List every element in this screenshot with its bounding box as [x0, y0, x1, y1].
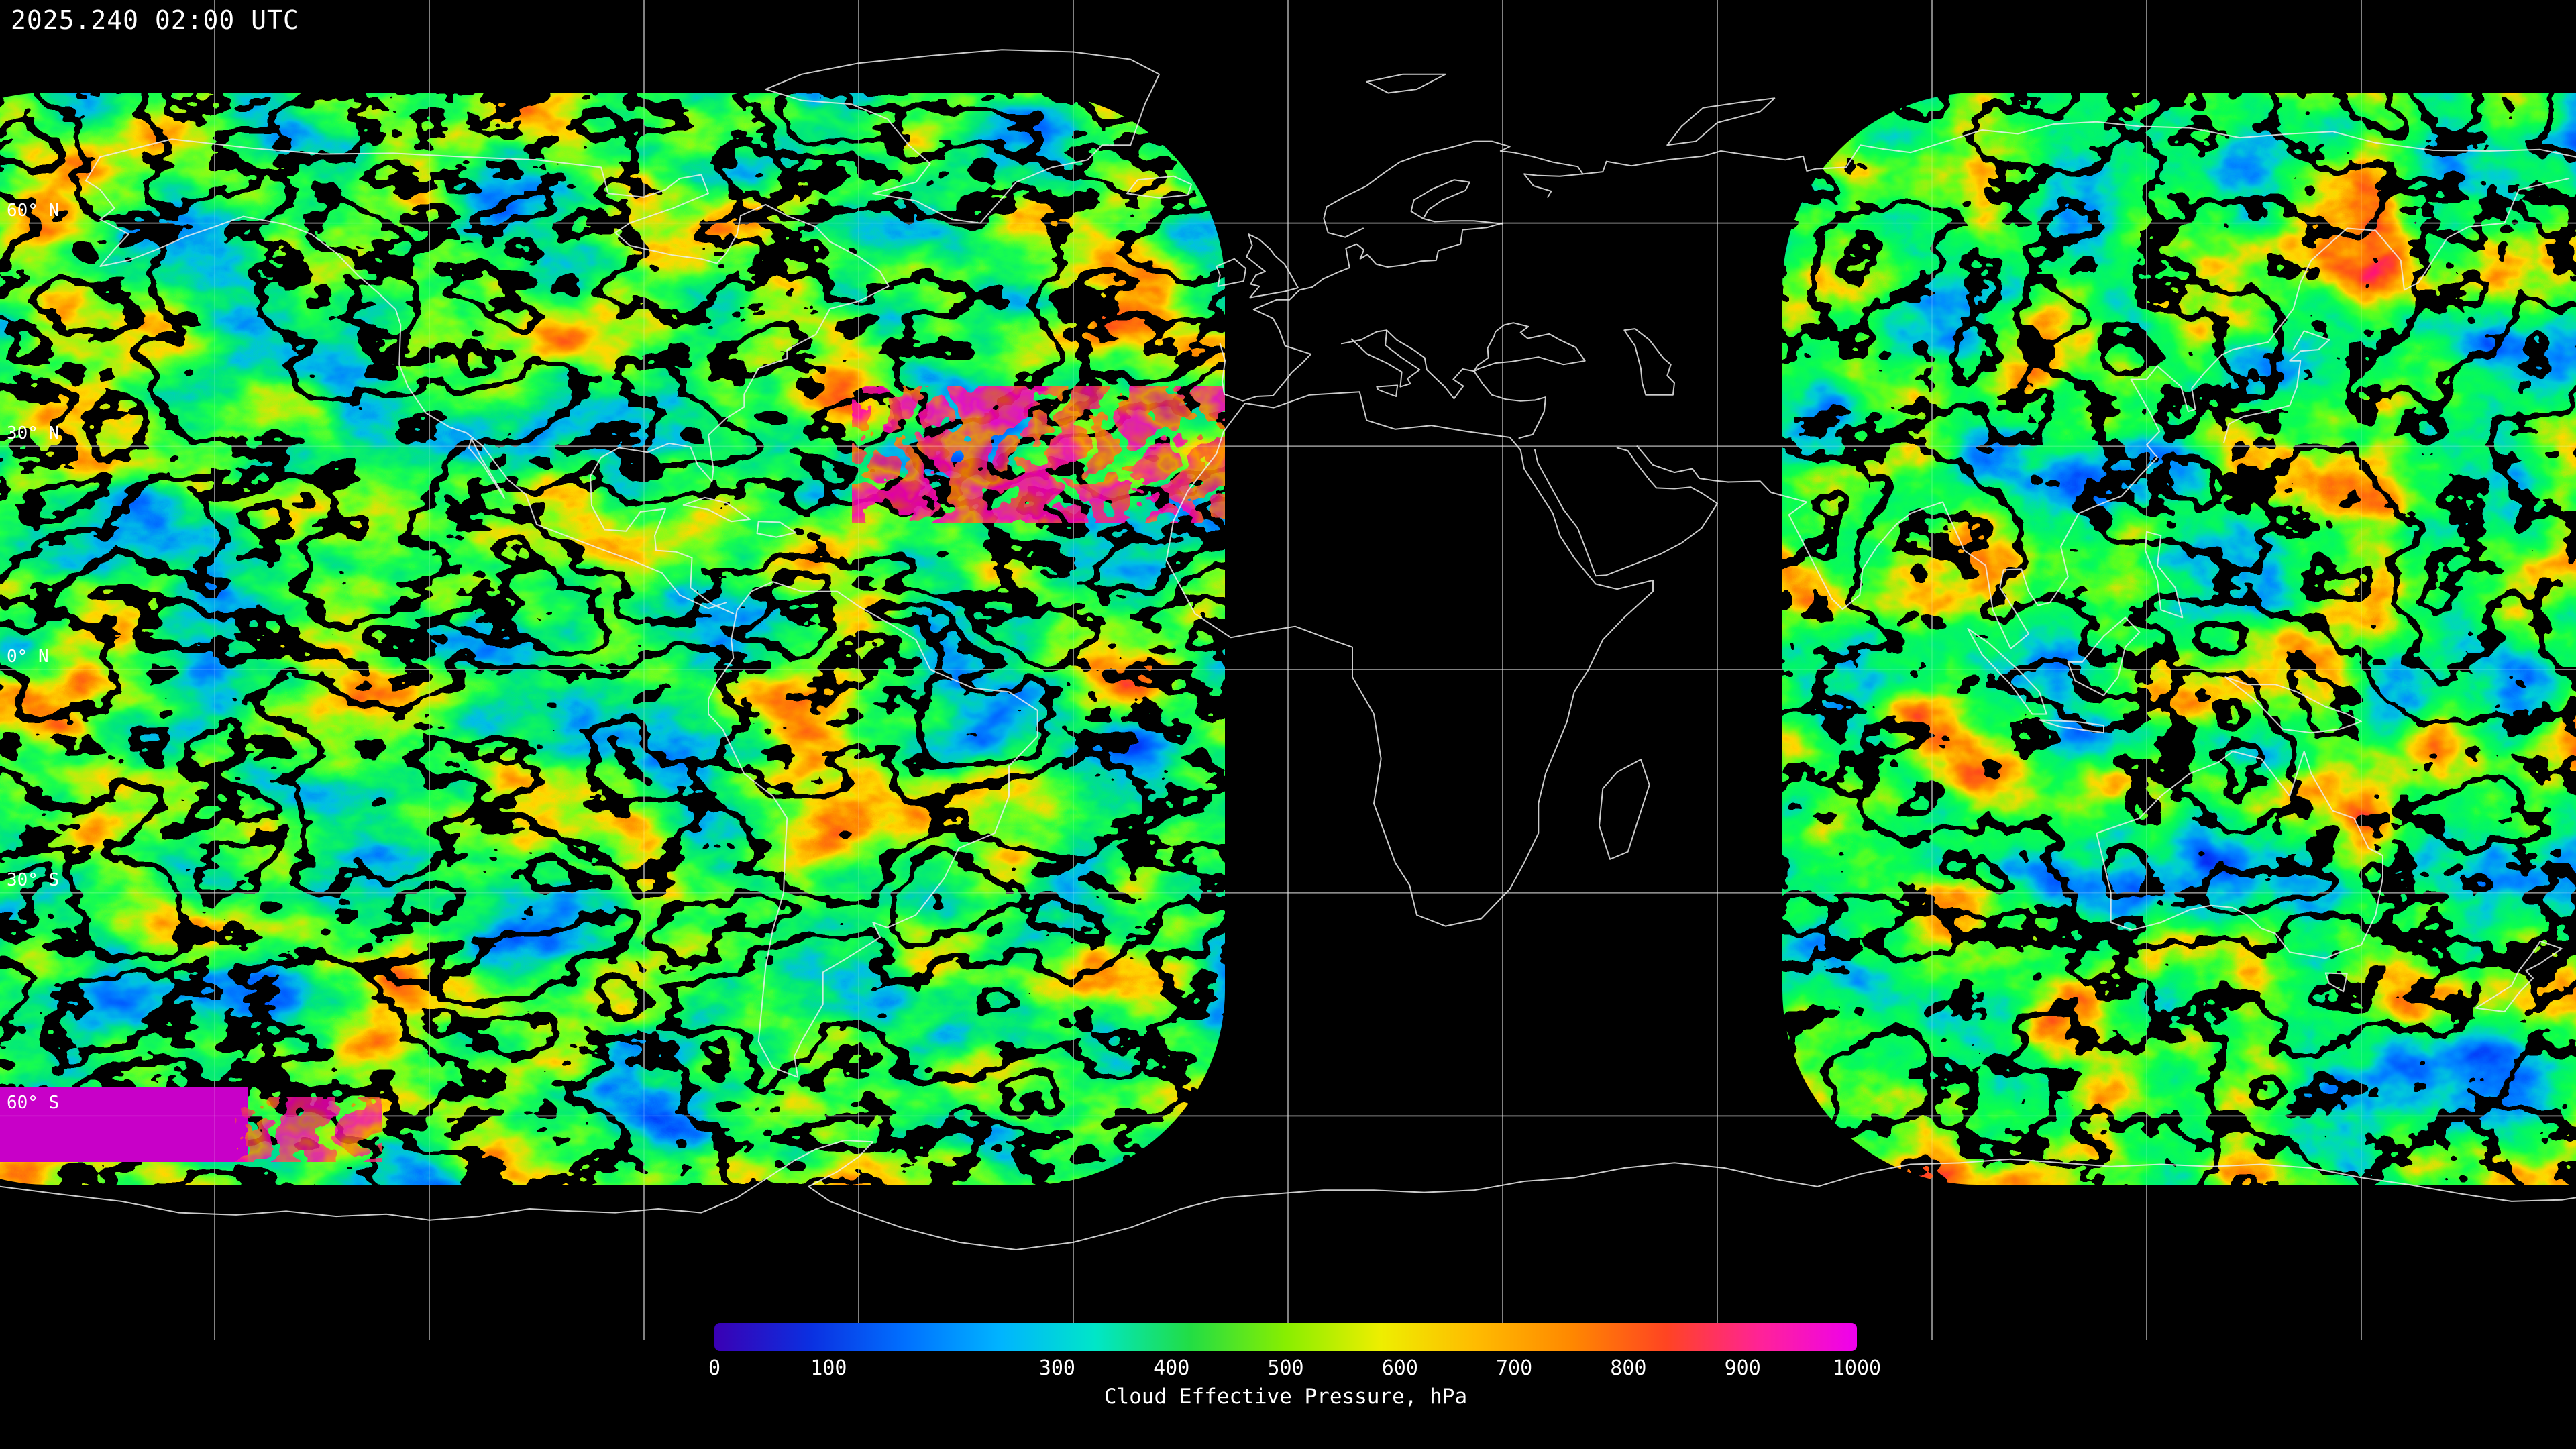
- high-pressure-pink-region: [852, 386, 1225, 523]
- colorbar-title: Cloud Effective Pressure, hPa: [1104, 1385, 1468, 1409]
- coastline-path: [1410, 179, 1503, 225]
- coastline-path: [1376, 384, 1399, 397]
- coastline-path: [2475, 940, 2563, 1013]
- latitude-label: 30° N: [7, 423, 60, 444]
- coastline-path: [1386, 329, 1475, 400]
- colorbar-tick-label: 500: [1267, 1356, 1304, 1380]
- coastline-path: [1582, 121, 2576, 175]
- coastline-path: [2144, 531, 2184, 619]
- colorbar-gradient: [714, 1323, 1857, 1351]
- coastline-path: [1366, 73, 1446, 94]
- coastline-path: [1727, 354, 2222, 649]
- colorbar-tick-label: 0: [708, 1356, 721, 1380]
- coastline-path: [1534, 447, 1718, 577]
- latitude-label: 0° N: [7, 647, 49, 667]
- coastline-path: [1341, 329, 1421, 388]
- coastline-path: [1126, 175, 1192, 199]
- coastline-path: [1599, 759, 1650, 860]
- latitude-label: 60° S: [7, 1093, 60, 1114]
- coastline-path: [2221, 178, 2570, 356]
- latitude-label: 30° S: [7, 869, 60, 890]
- colorbar-tick-label: 300: [1038, 1356, 1075, 1380]
- coastline-path: [1473, 370, 1546, 439]
- coastline-path: [2223, 330, 2330, 443]
- coastline-path: [0, 1140, 2576, 1250]
- colorbar-tick-label: 900: [1724, 1356, 1761, 1380]
- colorbar-tick-label: 100: [810, 1356, 847, 1380]
- grid-overlay: [0, 0, 2576, 1340]
- coastline-path: [1666, 97, 1776, 146]
- timestamp: 2025.240 02:00 UTC: [11, 5, 299, 35]
- coastline-path: [1246, 233, 1299, 299]
- coastline-path: [1219, 222, 1503, 402]
- coastline-path: [2224, 676, 2362, 734]
- coastline-path: [2324, 972, 2348, 993]
- coastline-path: [468, 438, 505, 499]
- coastline-path: [682, 496, 751, 523]
- colorbar-tick-label: 800: [1610, 1356, 1647, 1380]
- coastline-path: [1636, 445, 1729, 483]
- coastline-path: [99, 138, 890, 614]
- colorbar: 0 100 300 400 500 600 700 800 900 1000 Cloud Effe…: [708, 1323, 1881, 1409]
- latitude-label: 60° N: [7, 200, 60, 221]
- coastline-path: [1323, 140, 1584, 238]
- coastline-path: [2096, 751, 2383, 959]
- coastline-path: [85, 156, 727, 610]
- coastline-path: [1967, 628, 2047, 715]
- magenta-patch-southwest: [0, 1087, 248, 1162]
- colorbar-tick-label: 1000: [1832, 1356, 1882, 1380]
- coastline-path: [708, 581, 1038, 1078]
- data-swath-right: [1782, 93, 2576, 1185]
- coastline-path: [1165, 391, 1654, 927]
- coastline-path: [2039, 719, 2104, 734]
- coastline-path: [756, 521, 797, 538]
- colorbar-tick-label: 600: [1381, 1356, 1418, 1380]
- coastline-path: [1623, 328, 1675, 396]
- colorbar-tick-labels: 0 100 300 400 500 600 700 800 900 1000: [708, 1356, 1881, 1385]
- coastlines: [0, 49, 2576, 1250]
- colorbar-tick-label: 400: [1153, 1356, 1190, 1380]
- coastline-path: [765, 49, 1160, 224]
- coastline-path: [1216, 258, 1247, 287]
- coastline-path: [2067, 616, 2141, 696]
- data-swath-left: [0, 93, 1225, 1185]
- colorbar-tick-label: 700: [1496, 1356, 1533, 1380]
- coastline-path: [1473, 322, 1586, 372]
